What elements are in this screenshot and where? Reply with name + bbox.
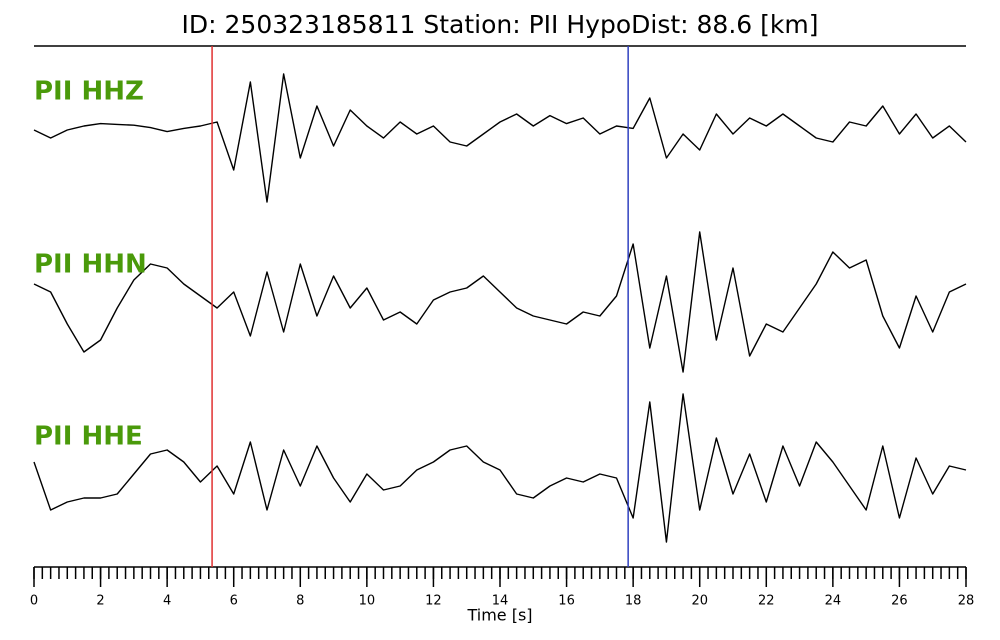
x-tick-label: 22: [758, 594, 775, 609]
x-tick-label: 12: [425, 594, 442, 609]
x-tick-label: 24: [825, 594, 842, 609]
x-axis-label: Time [s]: [466, 606, 532, 625]
trace-label: PII HHE: [34, 422, 143, 452]
x-tick-label: 2: [96, 594, 104, 609]
x-tick-label: 0: [30, 594, 38, 609]
x-tick-label: 18: [625, 594, 642, 609]
x-tick-label: 14: [492, 594, 509, 609]
x-tick-label: 26: [891, 594, 908, 609]
x-tick-label: 6: [230, 594, 238, 609]
trace: [33, 393, 967, 543]
x-tick-label: 16: [558, 594, 575, 609]
trace-label: PII HHN: [34, 250, 147, 280]
x-tick-label: 10: [359, 594, 376, 609]
trace: [33, 73, 967, 203]
trace-label: PII HHZ: [34, 77, 144, 107]
trace: [33, 231, 967, 373]
chart-title: ID: 250323185811 Station: PII HypoDist: …: [182, 10, 819, 39]
x-tick-label: 28: [958, 594, 975, 609]
x-tick-label: 4: [163, 594, 171, 609]
x-tick-label: 20: [691, 594, 708, 609]
x-tick-label: 8: [296, 594, 304, 609]
